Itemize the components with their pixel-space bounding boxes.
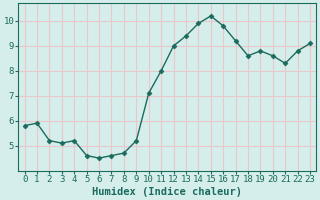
X-axis label: Humidex (Indice chaleur): Humidex (Indice chaleur)	[92, 186, 242, 197]
